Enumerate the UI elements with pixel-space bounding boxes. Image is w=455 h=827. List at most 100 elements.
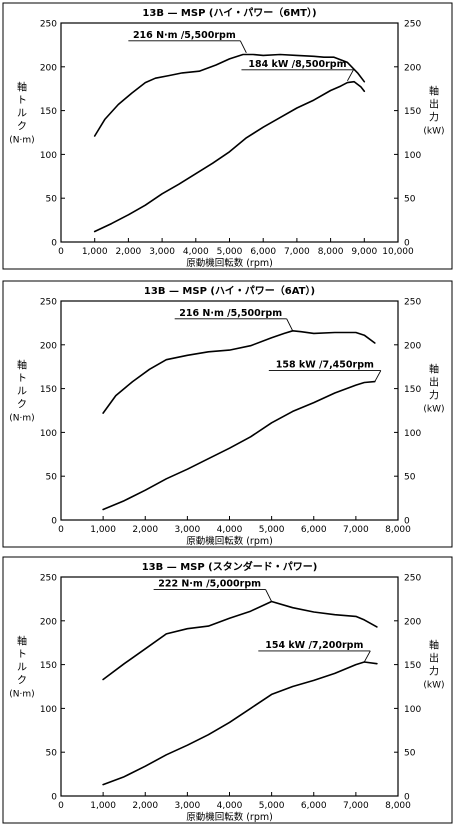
x-tick-label: 1,000: [90, 801, 116, 811]
y-tick-label-left: 0: [51, 517, 57, 527]
y-tick-label-left: 200: [40, 341, 57, 351]
x-tick-label: 3,000: [149, 247, 175, 257]
x-tick-label: 2,000: [116, 247, 142, 257]
y-tick-label-right: 50: [404, 473, 416, 483]
y-tick-label-left: 150: [40, 107, 57, 117]
y-tick-label-right: 150: [404, 107, 421, 117]
y-axis-label-left: ト: [17, 650, 27, 661]
x-axis-label: 原動機回転数 (rpm): [186, 257, 273, 269]
y-axis-label-right: 力: [429, 389, 439, 402]
x-tick-label: 5,000: [259, 525, 285, 535]
chart-frame: [2, 2, 453, 270]
torque-curve: [93, 53, 366, 137]
power-curve: [102, 380, 376, 511]
y-axis-label-right: (kW): [423, 127, 444, 137]
x-tick-label: 6,000: [301, 801, 327, 811]
peak-annotation: 158 kW /7,450rpm: [276, 360, 374, 371]
y-axis-label-left: 軸: [17, 359, 27, 372]
y-axis-label-right: (kW): [423, 681, 444, 691]
y-axis-label-right: 出: [429, 376, 439, 389]
x-tick-label: 10,000: [382, 247, 414, 257]
chart-title: 13B — MSP (スタンダード・パワー): [142, 560, 318, 573]
chart-frame: [2, 280, 453, 548]
y-tick-label-right: 100: [404, 429, 421, 439]
y-tick-label-right: 100: [404, 705, 421, 715]
x-tick-label: 2,000: [132, 525, 158, 535]
torque-curve: [102, 600, 378, 681]
plot-area: [60, 22, 399, 243]
peak-annotation: 216 N·m /5,500rpm: [133, 30, 236, 41]
y-axis-label-left: 軸: [17, 81, 27, 94]
chart-frame: [2, 556, 453, 824]
peak-annotation: 184 kW /8,500rpm: [248, 59, 346, 70]
y-axis-label-right: 軸: [429, 639, 439, 652]
x-axis-label: 原動機回転数 (rpm): [186, 535, 273, 547]
x-tick-label: 2,000: [132, 801, 158, 811]
y-tick-label-right: 250: [404, 574, 421, 584]
y-tick-label-right: 200: [404, 63, 421, 73]
y-tick-label-right: 200: [404, 341, 421, 351]
x-tick-label: 4,000: [217, 525, 243, 535]
y-axis-label-right: 出: [429, 652, 439, 665]
y-tick-label-left: 250: [40, 20, 57, 30]
annotation-leader: [286, 318, 294, 331]
y-tick-label-left: 50: [46, 195, 58, 205]
x-tick-label: 0: [58, 525, 64, 535]
y-tick-label-right: 50: [404, 195, 416, 205]
y-tick-label-right: 100: [404, 151, 421, 161]
plot-area: [60, 300, 399, 521]
y-tick-label-left: 200: [40, 617, 57, 627]
annotation-leader: [363, 650, 371, 663]
peak-annotation: 222 N·m /5,000rpm: [158, 579, 261, 590]
chart-panel-standard: 13B — MSP (スタンダード・パワー) 0 1,000 2,000 3,000 4,…: [2, 556, 453, 824]
x-tick-label: 0: [58, 801, 64, 811]
y-tick-label-left: 0: [51, 239, 57, 249]
x-tick-label: 5,000: [217, 247, 243, 257]
y-tick-label-left: 100: [40, 151, 57, 161]
annotation-leader: [265, 589, 273, 602]
x-tick-label: 6,000: [250, 247, 276, 257]
x-axis-label: 原動機回転数 (rpm): [186, 811, 273, 823]
y-tick-label-left: 100: [40, 705, 57, 715]
y-axis-label-right: 軸: [429, 363, 439, 376]
x-tick-label: 4,000: [183, 247, 209, 257]
y-axis-label-right: 力: [429, 111, 439, 124]
y-axis-label-right: 出: [429, 98, 439, 111]
x-tick-label: 6,000: [301, 525, 327, 535]
y-tick-label-right: 250: [404, 298, 421, 308]
y-axis-label-left: 軸: [17, 635, 27, 648]
chart-title: 13B — MSP (ハイ・パワー（6AT）): [144, 284, 315, 297]
y-tick-label-right: 250: [404, 20, 421, 30]
x-tick-label: 7,000: [343, 525, 369, 535]
y-tick-label-left: 50: [46, 749, 58, 759]
y-axis-label-left: (N·m): [9, 690, 34, 700]
x-tick-label: 1,000: [90, 525, 116, 535]
x-tick-label: 3,000: [174, 801, 200, 811]
x-tick-label: 8,000: [318, 247, 344, 257]
y-tick-label-left: 50: [46, 473, 58, 483]
x-tick-label: 3,000: [174, 525, 200, 535]
x-tick-label: 8,000: [385, 801, 411, 811]
chart-title: 13B — MSP (ハイ・パワー（6MT）): [142, 6, 316, 19]
y-axis-label-left: ト: [17, 374, 27, 385]
y-tick-label-left: 0: [51, 793, 57, 803]
y-tick-label-left: 250: [40, 574, 57, 584]
y-axis-label-left: ト: [17, 96, 27, 107]
y-tick-label-left: 100: [40, 429, 57, 439]
y-axis-label-left: ク: [17, 399, 27, 411]
y-tick-label-left: 250: [40, 298, 57, 308]
y-axis-label-left: ク: [17, 121, 27, 133]
y-tick-label-left: 150: [40, 385, 57, 395]
torque-curve: [102, 329, 376, 414]
annotation-leader: [347, 69, 354, 82]
x-tick-label: 4,000: [217, 801, 243, 811]
peak-annotation: 154 kW /7,200rpm: [265, 640, 363, 651]
y-axis-label-right: 力: [429, 665, 439, 678]
x-tick-label: 5,000: [259, 801, 285, 811]
x-tick-label: 7,000: [284, 247, 310, 257]
x-tick-label: 1,000: [82, 247, 108, 257]
annotation-leader: [374, 370, 382, 382]
peak-annotation: 216 N·m /5,500rpm: [179, 308, 282, 319]
y-tick-label-right: 0: [404, 517, 410, 527]
